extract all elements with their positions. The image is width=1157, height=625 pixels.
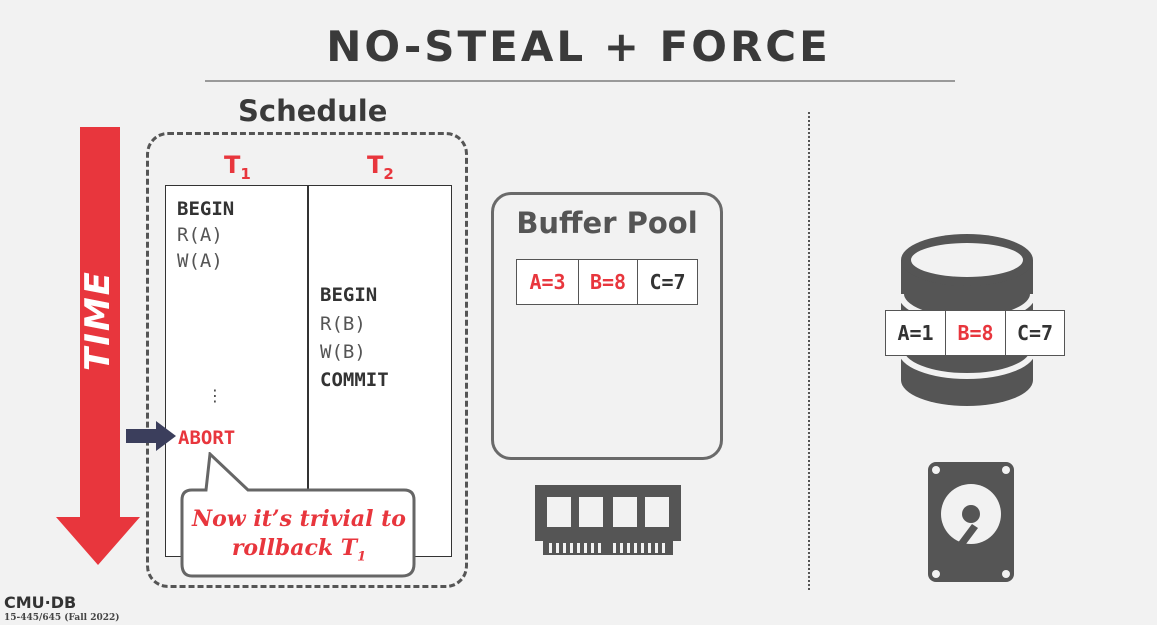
time-label: TIME	[78, 270, 118, 371]
txn-header-t2: T2	[367, 151, 394, 183]
callout-text: Now it’s trivial to rollback T1	[186, 505, 412, 571]
slide-title: NO-STEAL + FORCE	[326, 22, 831, 71]
t2-op-begin: BEGIN	[320, 284, 378, 306]
disk-cell-a: A=1	[886, 311, 946, 355]
pointer-arrow-icon	[126, 421, 176, 451]
bp-cell-a: A=3	[517, 260, 579, 304]
bp-cell-c: C=7	[649, 270, 686, 294]
title-underline	[205, 80, 955, 82]
t1-op-read-a: R(A)	[177, 224, 223, 246]
buffer-pool-pages: A=3 B=8 C=7	[516, 259, 698, 305]
t1-letter: T	[224, 151, 241, 179]
disk-cell-c: C=7	[1016, 321, 1054, 345]
t1-op-begin: BEGIN	[177, 198, 235, 220]
hard-drive-icon	[928, 462, 1014, 582]
t2-letter: T	[367, 151, 384, 179]
time-arrow-icon	[56, 127, 140, 565]
t1-ellipsis: ⋮	[207, 386, 223, 405]
t1-op-abort: ABORT	[178, 427, 236, 449]
schedule-dashed-frame	[146, 132, 468, 588]
vertical-divider	[808, 112, 810, 590]
buffer-pool-box	[491, 192, 723, 460]
course-label: 15-445/645 (Fall 2022)	[4, 613, 120, 623]
callout-bubble	[180, 452, 416, 578]
t2-op-write-b: W(B)	[320, 341, 366, 363]
callout-line-2: rollback T1	[231, 535, 367, 565]
t1-op-write-a: W(A)	[177, 250, 223, 272]
t2-op-commit: COMMIT	[320, 369, 389, 391]
callout-line-1: Now it’s trivial to	[192, 506, 406, 532]
t2-op-read-b: R(B)	[320, 313, 366, 335]
memory-chip-icon	[535, 485, 681, 555]
bp-cell-b: B=8	[579, 260, 638, 304]
txn-header-t1: T1	[224, 151, 251, 183]
disk-cell-b: B=8	[946, 311, 1006, 355]
cmu-db-logo: CMU·DB	[4, 593, 77, 612]
schedule-label: Schedule	[238, 94, 388, 128]
t1-subscript: 1	[240, 164, 251, 183]
t2-subscript: 2	[383, 164, 394, 183]
buffer-pool-label: Buffer Pool	[516, 206, 698, 240]
disk-pages: A=1 B=8 C=7	[885, 310, 1065, 356]
schedule-column-divider	[307, 185, 309, 557]
